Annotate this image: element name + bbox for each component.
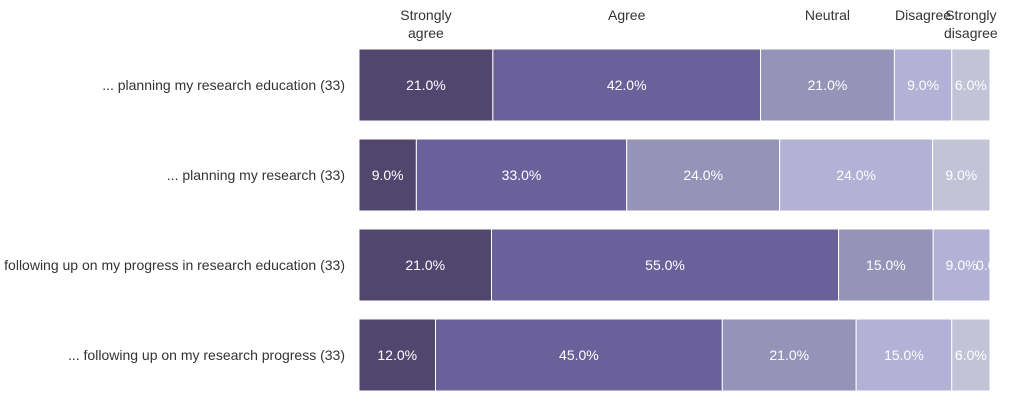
data-label: 45.0% <box>559 347 599 363</box>
bar-segment-neutral <box>721 318 857 392</box>
bar-segment-neutral <box>760 48 895 122</box>
bar-segment-neutral <box>838 228 934 302</box>
bar-segment-agree <box>492 48 762 122</box>
data-label: 9.0% <box>945 167 977 183</box>
data-label: 21.0% <box>808 77 848 93</box>
data-label: 15.0% <box>884 347 924 363</box>
legend-label-strongly-disagree: Strongly disagree <box>944 7 998 41</box>
legend-label-disagree: Disagree <box>895 7 951 23</box>
bar-segment-agree <box>434 318 723 392</box>
data-label: 42.0% <box>607 77 647 93</box>
bar-segment-strongly-disagree <box>951 318 991 392</box>
legend-label-neutral: Neutral <box>805 7 850 23</box>
bar-segment-strongly-agree <box>358 48 494 122</box>
category-label: ... following up on my research progress… <box>68 347 345 363</box>
data-label: 9.0% <box>907 77 939 93</box>
data-label: 24.0% <box>836 167 876 183</box>
bar-segment-disagree <box>893 48 953 122</box>
data-label: 21.0% <box>769 347 809 363</box>
bar-segment-strongly-disagree <box>932 138 991 212</box>
bar-segment-agree <box>491 228 840 302</box>
bar-segment-disagree <box>779 138 934 212</box>
category-label: ... planning my research education (33) <box>102 77 345 93</box>
data-label: 21.0% <box>406 77 446 93</box>
bar-segment-agree <box>415 138 628 212</box>
data-label: 55.0% <box>645 257 685 273</box>
data-label: 6.0% <box>955 347 987 363</box>
data-label: 15.0% <box>866 257 906 273</box>
data-label: 24.0% <box>683 167 723 183</box>
bar-segment-neutral <box>626 138 781 212</box>
category-label: ... planning my research (33) <box>167 167 345 183</box>
data-label: 9.0% <box>946 257 978 273</box>
bar-segment-strongly-disagree <box>951 48 991 122</box>
legend-label-strongly-agree: Strongly agree <box>400 7 451 41</box>
data-label: 6.0% <box>955 77 987 93</box>
data-label: 21.0% <box>405 257 445 273</box>
data-label: 12.0% <box>377 347 417 363</box>
legend-label-agree: Agree <box>608 7 646 23</box>
bar-segment-disagree <box>932 228 991 302</box>
category-label: ... following up on my progress in resea… <box>0 257 345 273</box>
bar-segment-strongly-agree <box>358 138 417 212</box>
data-label: 33.0% <box>502 167 542 183</box>
bar-segment-disagree <box>855 318 953 392</box>
data-label: 9.0% <box>372 167 404 183</box>
data-label: 0.0% <box>976 257 1008 273</box>
